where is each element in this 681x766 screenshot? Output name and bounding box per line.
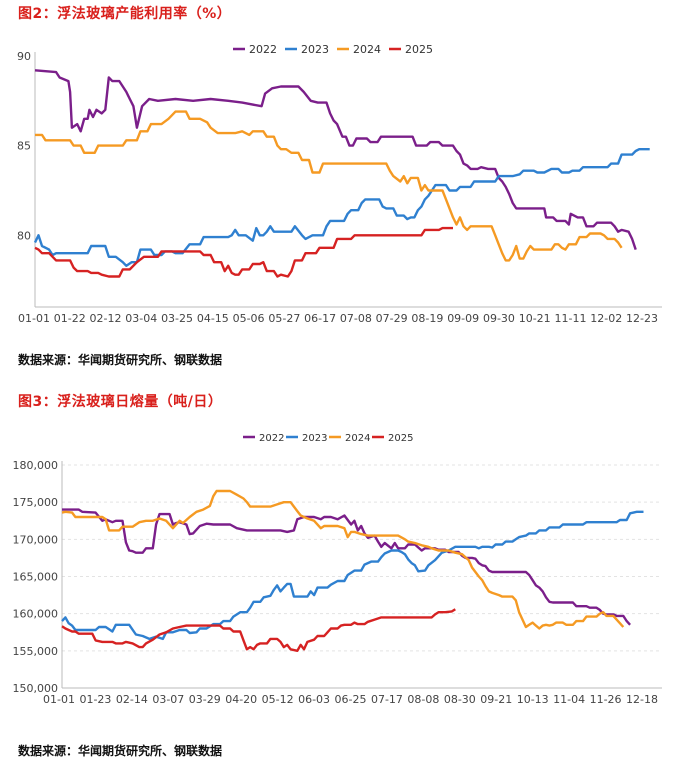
- x-tick-label: 11-11: [554, 312, 586, 325]
- legend-label-2024: 2024: [353, 43, 381, 56]
- x-tick-label: 07-08: [340, 312, 372, 325]
- figure-2-source: 数据来源：华闻期货研究所、钢联数据: [18, 353, 223, 367]
- x-tick-label: 01-22: [54, 312, 86, 325]
- series-line-2024: [61, 489, 625, 630]
- legend-label-2025: 2025: [388, 433, 413, 444]
- x-tick-label: 12-23: [626, 312, 658, 325]
- x-tick-label: 05-12: [262, 693, 294, 706]
- x-tick-label: 04-20: [225, 693, 257, 706]
- y-tick-label: 85: [17, 140, 31, 153]
- y-tick-label: 175,000: [13, 496, 59, 509]
- x-tick-label: 12-18: [626, 693, 658, 706]
- x-tick-label: 09-30: [483, 312, 515, 325]
- y-tick-label: 150,000: [13, 682, 59, 695]
- figure-3-title: 图3：浮法玻璃日熔量（吨/日）: [18, 394, 223, 410]
- series-line-2024: [35, 110, 623, 262]
- x-tick-label: 11-04: [553, 693, 585, 706]
- legend-label-2022: 2022: [249, 43, 277, 56]
- legend-label-2024: 2024: [345, 433, 370, 444]
- figure-2-title: 图2：浮法玻璃产能利用率（%）: [18, 6, 232, 22]
- x-tick-label: 10-21: [519, 312, 551, 325]
- chart1-legend: 2022 2023 2024 2025: [233, 43, 433, 56]
- y-tick-label: 170,000: [13, 533, 59, 546]
- x-tick-label: 02-14: [116, 693, 148, 706]
- x-tick-label: 08-08: [407, 693, 439, 706]
- y-tick-label: 165,000: [13, 571, 59, 584]
- y-tick-label: 90: [17, 50, 31, 63]
- x-tick-label: 09-09: [447, 312, 479, 325]
- x-tick-label: 03-25: [161, 312, 193, 325]
- y-tick-label: 180,000: [13, 459, 59, 472]
- x-tick-label: 04-15: [197, 312, 229, 325]
- x-tick-label: 12-02: [590, 312, 622, 325]
- series-line-2025: [61, 608, 456, 653]
- x-tick-label: 08-30: [444, 693, 476, 706]
- daily-melt-volume-chart: 2022 2023 2024 2025 150,000 155,000 160,000 165…: [13, 433, 662, 706]
- x-tick-label: 07-29: [376, 312, 408, 325]
- x-tick-label: 06-17: [304, 312, 336, 325]
- series-line-2023: [61, 510, 644, 641]
- series-line-2022: [62, 508, 631, 626]
- x-tick-label: 06-25: [335, 693, 367, 706]
- x-tick-label: 02-12: [90, 312, 122, 325]
- chart2-legend: 2022 2023 2024 2025: [243, 433, 413, 444]
- x-tick-label: 05-27: [268, 312, 300, 325]
- x-tick-label: 03-04: [125, 312, 157, 325]
- series-line-2023: [33, 147, 650, 268]
- x-tick-label: 06-03: [298, 693, 330, 706]
- x-tick-label: 05-06: [233, 312, 265, 325]
- x-tick-label: 09-21: [480, 693, 512, 706]
- x-tick-label: 03-07: [152, 693, 184, 706]
- y-tick-label: 160,000: [13, 608, 59, 621]
- x-tick-label: 01-01: [18, 312, 50, 325]
- y-tick-label: 80: [17, 229, 31, 242]
- y-tick-label: 155,000: [13, 645, 59, 658]
- x-tick-label: 11-26: [590, 693, 622, 706]
- series-line-2025: [34, 226, 453, 278]
- x-tick-label: 03-29: [189, 693, 221, 706]
- legend-label-2023: 2023: [302, 433, 327, 444]
- x-tick-label: 08-19: [411, 312, 443, 325]
- legend-label-2025: 2025: [405, 43, 433, 56]
- figure-3-source: 数据来源：华闻期货研究所、钢联数据: [18, 744, 223, 758]
- x-tick-label: 01-23: [79, 693, 111, 706]
- legend-label-2023: 2023: [301, 43, 329, 56]
- x-tick-label: 01-01: [43, 693, 75, 706]
- series-line-2022: [34, 69, 637, 250]
- x-tick-label: 10-13: [517, 693, 549, 706]
- x-tick-label: 07-17: [371, 693, 403, 706]
- legend-label-2022: 2022: [259, 433, 284, 444]
